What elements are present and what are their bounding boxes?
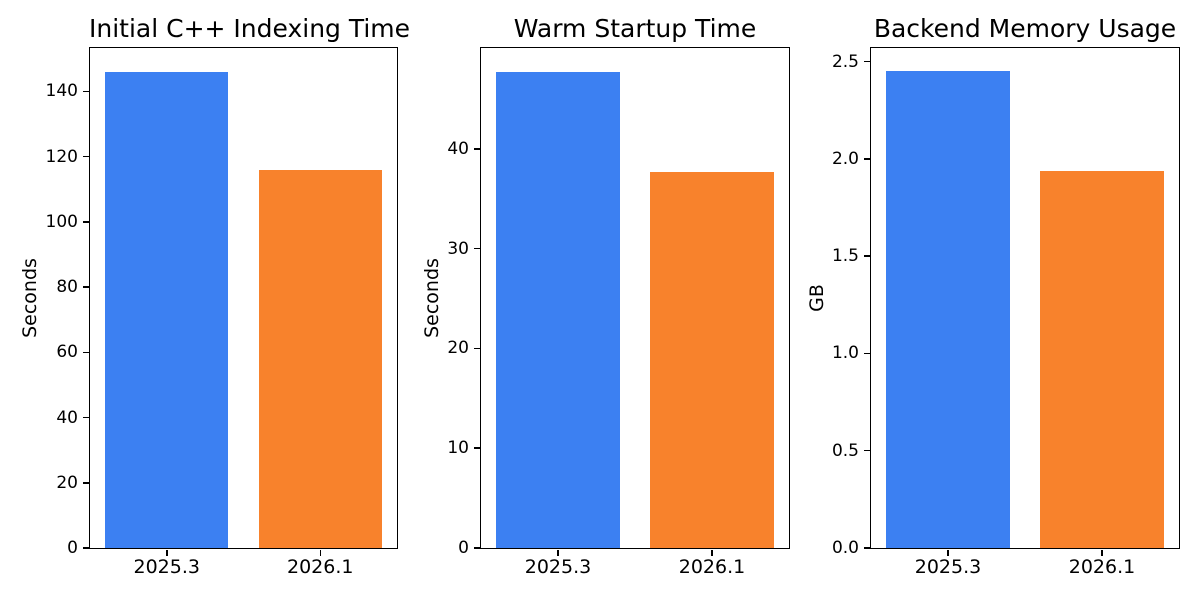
y-tick-label: 2.0 (831, 148, 859, 169)
y-tick-label: 0 (458, 538, 469, 558)
bar-2025.3 (105, 71, 229, 548)
y-tick-label: 40 (56, 407, 78, 428)
y-tick-label: 0 (67, 538, 78, 558)
y-tick-label: 2.5 (831, 51, 859, 72)
bar-2025.3 (886, 71, 1010, 548)
y-tick-label: 20 (447, 338, 469, 359)
y-tick-label: 60 (56, 342, 78, 363)
x-tick-mark (319, 549, 321, 556)
chart-title: Warm Startup Time (513, 14, 757, 43)
y-tick-mark (82, 351, 89, 354)
y-tick-label: 40 (447, 138, 469, 159)
y-tick-mark (473, 447, 480, 449)
y-tick-label: 1.5 (831, 246, 859, 267)
y-tick-mark (82, 547, 89, 549)
x-tick-mark (166, 549, 168, 556)
y-tick-mark (473, 148, 480, 150)
y-tick-mark (473, 247, 480, 250)
x-tick-mark (1101, 549, 1103, 556)
y-tick-label: 140 (45, 81, 78, 102)
y-tick-label: 30 (447, 238, 469, 259)
x-tick-label: 2026.1 (678, 556, 746, 578)
y-tick-label: 20 (56, 472, 78, 493)
y-tick-label: 0.0 (831, 538, 859, 558)
bar-2025.3 (496, 71, 620, 548)
chart-title: Backend Memory Usage (873, 14, 1177, 43)
bar-2026.1 (650, 171, 774, 548)
y-tick-mark (863, 547, 870, 549)
x-tick-label: 2025.3 (914, 556, 982, 578)
y-tick-mark (863, 60, 870, 63)
plot-area: 0.0 0.5 1.0 1.5 2.0 2.5 2025.3 2026.1 (832, 47, 1180, 578)
y-tick-mark (473, 347, 480, 350)
y-tick-label: 10 (447, 438, 469, 459)
x-tick-label: 2025.3 (133, 556, 200, 578)
bar-2026.1 (1040, 170, 1164, 548)
x-tick-mark (711, 549, 713, 556)
x-tick-label: 2026.1 (287, 556, 354, 578)
y-tick-mark (82, 155, 89, 158)
y-tick-mark (863, 158, 870, 160)
y-tick-label: 1.0 (831, 343, 859, 364)
y-tick-mark (82, 90, 89, 93)
y-tick-mark (863, 352, 870, 355)
chart-title: Initial C++ Indexing Time (89, 14, 411, 43)
y-tick-mark (82, 416, 89, 419)
y-tick-mark (82, 286, 89, 288)
x-tick-label: 2026.1 (1068, 556, 1136, 578)
y-tick-label: 120 (45, 146, 78, 167)
plot-area: 0 10 20 30 40 2025.3 2026.1 (447, 47, 790, 578)
y-tick-label: 100 (45, 211, 78, 232)
y-tick-label: 0.5 (831, 440, 859, 461)
y-tick-label: 80 (56, 277, 78, 298)
y-tick-mark (863, 449, 870, 452)
y-tick-mark (82, 482, 89, 484)
y-tick-mark (82, 221, 89, 223)
x-tick-label: 2025.3 (524, 556, 592, 578)
bar-2026.1 (258, 169, 382, 548)
y-tick-mark (473, 547, 480, 549)
x-tick-mark (557, 549, 559, 556)
plot-area: 0 20 40 60 80 100 120 140 2025.3 2026.1 (46, 47, 398, 578)
y-tick-mark (863, 255, 870, 257)
x-tick-mark (947, 549, 949, 556)
